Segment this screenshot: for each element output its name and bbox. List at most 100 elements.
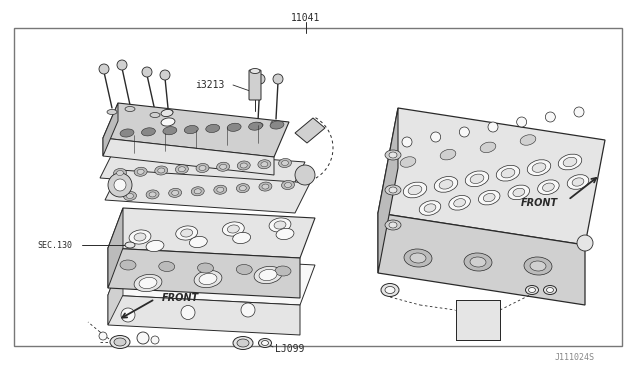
Ellipse shape: [129, 230, 151, 244]
Ellipse shape: [159, 262, 175, 272]
Ellipse shape: [389, 187, 397, 193]
Ellipse shape: [464, 253, 492, 271]
Ellipse shape: [496, 165, 520, 181]
Circle shape: [181, 305, 195, 320]
Ellipse shape: [524, 257, 552, 275]
Ellipse shape: [236, 264, 252, 275]
Circle shape: [516, 117, 527, 127]
Ellipse shape: [217, 187, 224, 192]
Ellipse shape: [206, 124, 220, 132]
Text: SEC.130: SEC.130: [37, 241, 72, 250]
Circle shape: [121, 308, 135, 322]
Ellipse shape: [163, 126, 177, 135]
Ellipse shape: [125, 106, 135, 112]
Circle shape: [108, 173, 132, 197]
Ellipse shape: [116, 170, 124, 176]
Ellipse shape: [508, 185, 529, 200]
Ellipse shape: [216, 162, 230, 171]
Ellipse shape: [419, 201, 441, 215]
Polygon shape: [108, 248, 300, 298]
Ellipse shape: [237, 339, 249, 347]
Ellipse shape: [385, 286, 395, 294]
Ellipse shape: [470, 174, 484, 183]
Ellipse shape: [262, 184, 269, 189]
Ellipse shape: [134, 275, 162, 292]
Ellipse shape: [275, 266, 291, 276]
Ellipse shape: [120, 129, 134, 137]
Ellipse shape: [520, 135, 536, 145]
Ellipse shape: [161, 109, 173, 116]
Ellipse shape: [282, 160, 289, 166]
Ellipse shape: [259, 269, 277, 280]
FancyBboxPatch shape: [249, 70, 261, 100]
Ellipse shape: [196, 163, 209, 173]
Ellipse shape: [199, 273, 217, 285]
Ellipse shape: [385, 220, 401, 230]
Ellipse shape: [237, 161, 250, 170]
Ellipse shape: [127, 193, 134, 199]
Polygon shape: [378, 108, 605, 245]
Ellipse shape: [222, 222, 244, 236]
Ellipse shape: [139, 278, 157, 289]
Ellipse shape: [530, 261, 546, 271]
Ellipse shape: [155, 166, 168, 175]
Ellipse shape: [527, 160, 551, 176]
Circle shape: [255, 74, 265, 84]
Circle shape: [431, 132, 441, 142]
Ellipse shape: [269, 218, 291, 232]
Ellipse shape: [163, 109, 173, 115]
Circle shape: [151, 336, 159, 344]
Ellipse shape: [282, 180, 294, 189]
Circle shape: [295, 165, 315, 185]
Ellipse shape: [194, 270, 222, 288]
Ellipse shape: [220, 164, 227, 169]
Circle shape: [137, 332, 149, 344]
Ellipse shape: [233, 337, 253, 350]
Ellipse shape: [194, 189, 201, 194]
Ellipse shape: [558, 154, 582, 170]
Ellipse shape: [236, 184, 250, 193]
Ellipse shape: [146, 190, 159, 199]
Ellipse shape: [404, 249, 432, 267]
Polygon shape: [103, 103, 289, 157]
Ellipse shape: [146, 240, 164, 251]
Ellipse shape: [161, 118, 175, 126]
Polygon shape: [295, 118, 325, 143]
Polygon shape: [378, 108, 398, 273]
Ellipse shape: [239, 186, 246, 191]
Circle shape: [99, 332, 107, 340]
Ellipse shape: [567, 175, 589, 189]
Ellipse shape: [543, 285, 557, 295]
Ellipse shape: [538, 180, 559, 195]
Ellipse shape: [501, 169, 515, 178]
Circle shape: [488, 122, 498, 132]
Circle shape: [574, 107, 584, 117]
Polygon shape: [103, 138, 274, 175]
Ellipse shape: [191, 187, 204, 196]
Ellipse shape: [381, 283, 399, 296]
Ellipse shape: [199, 166, 206, 170]
Text: FRONT: FRONT: [162, 293, 199, 303]
Circle shape: [545, 112, 556, 122]
Ellipse shape: [276, 228, 294, 240]
Ellipse shape: [454, 199, 465, 207]
Ellipse shape: [525, 285, 538, 295]
Ellipse shape: [169, 188, 182, 198]
Circle shape: [402, 137, 412, 147]
Ellipse shape: [480, 142, 496, 153]
Ellipse shape: [172, 190, 179, 195]
Polygon shape: [108, 208, 123, 288]
Ellipse shape: [258, 160, 271, 169]
Text: FRONT: FRONT: [521, 198, 558, 208]
Ellipse shape: [572, 178, 584, 186]
Ellipse shape: [250, 68, 260, 74]
Circle shape: [117, 60, 127, 70]
Polygon shape: [108, 255, 315, 305]
Circle shape: [114, 179, 126, 191]
Ellipse shape: [465, 171, 489, 187]
Polygon shape: [456, 300, 500, 340]
Ellipse shape: [137, 169, 144, 174]
Ellipse shape: [227, 123, 241, 131]
Ellipse shape: [532, 163, 546, 172]
Circle shape: [241, 303, 255, 317]
